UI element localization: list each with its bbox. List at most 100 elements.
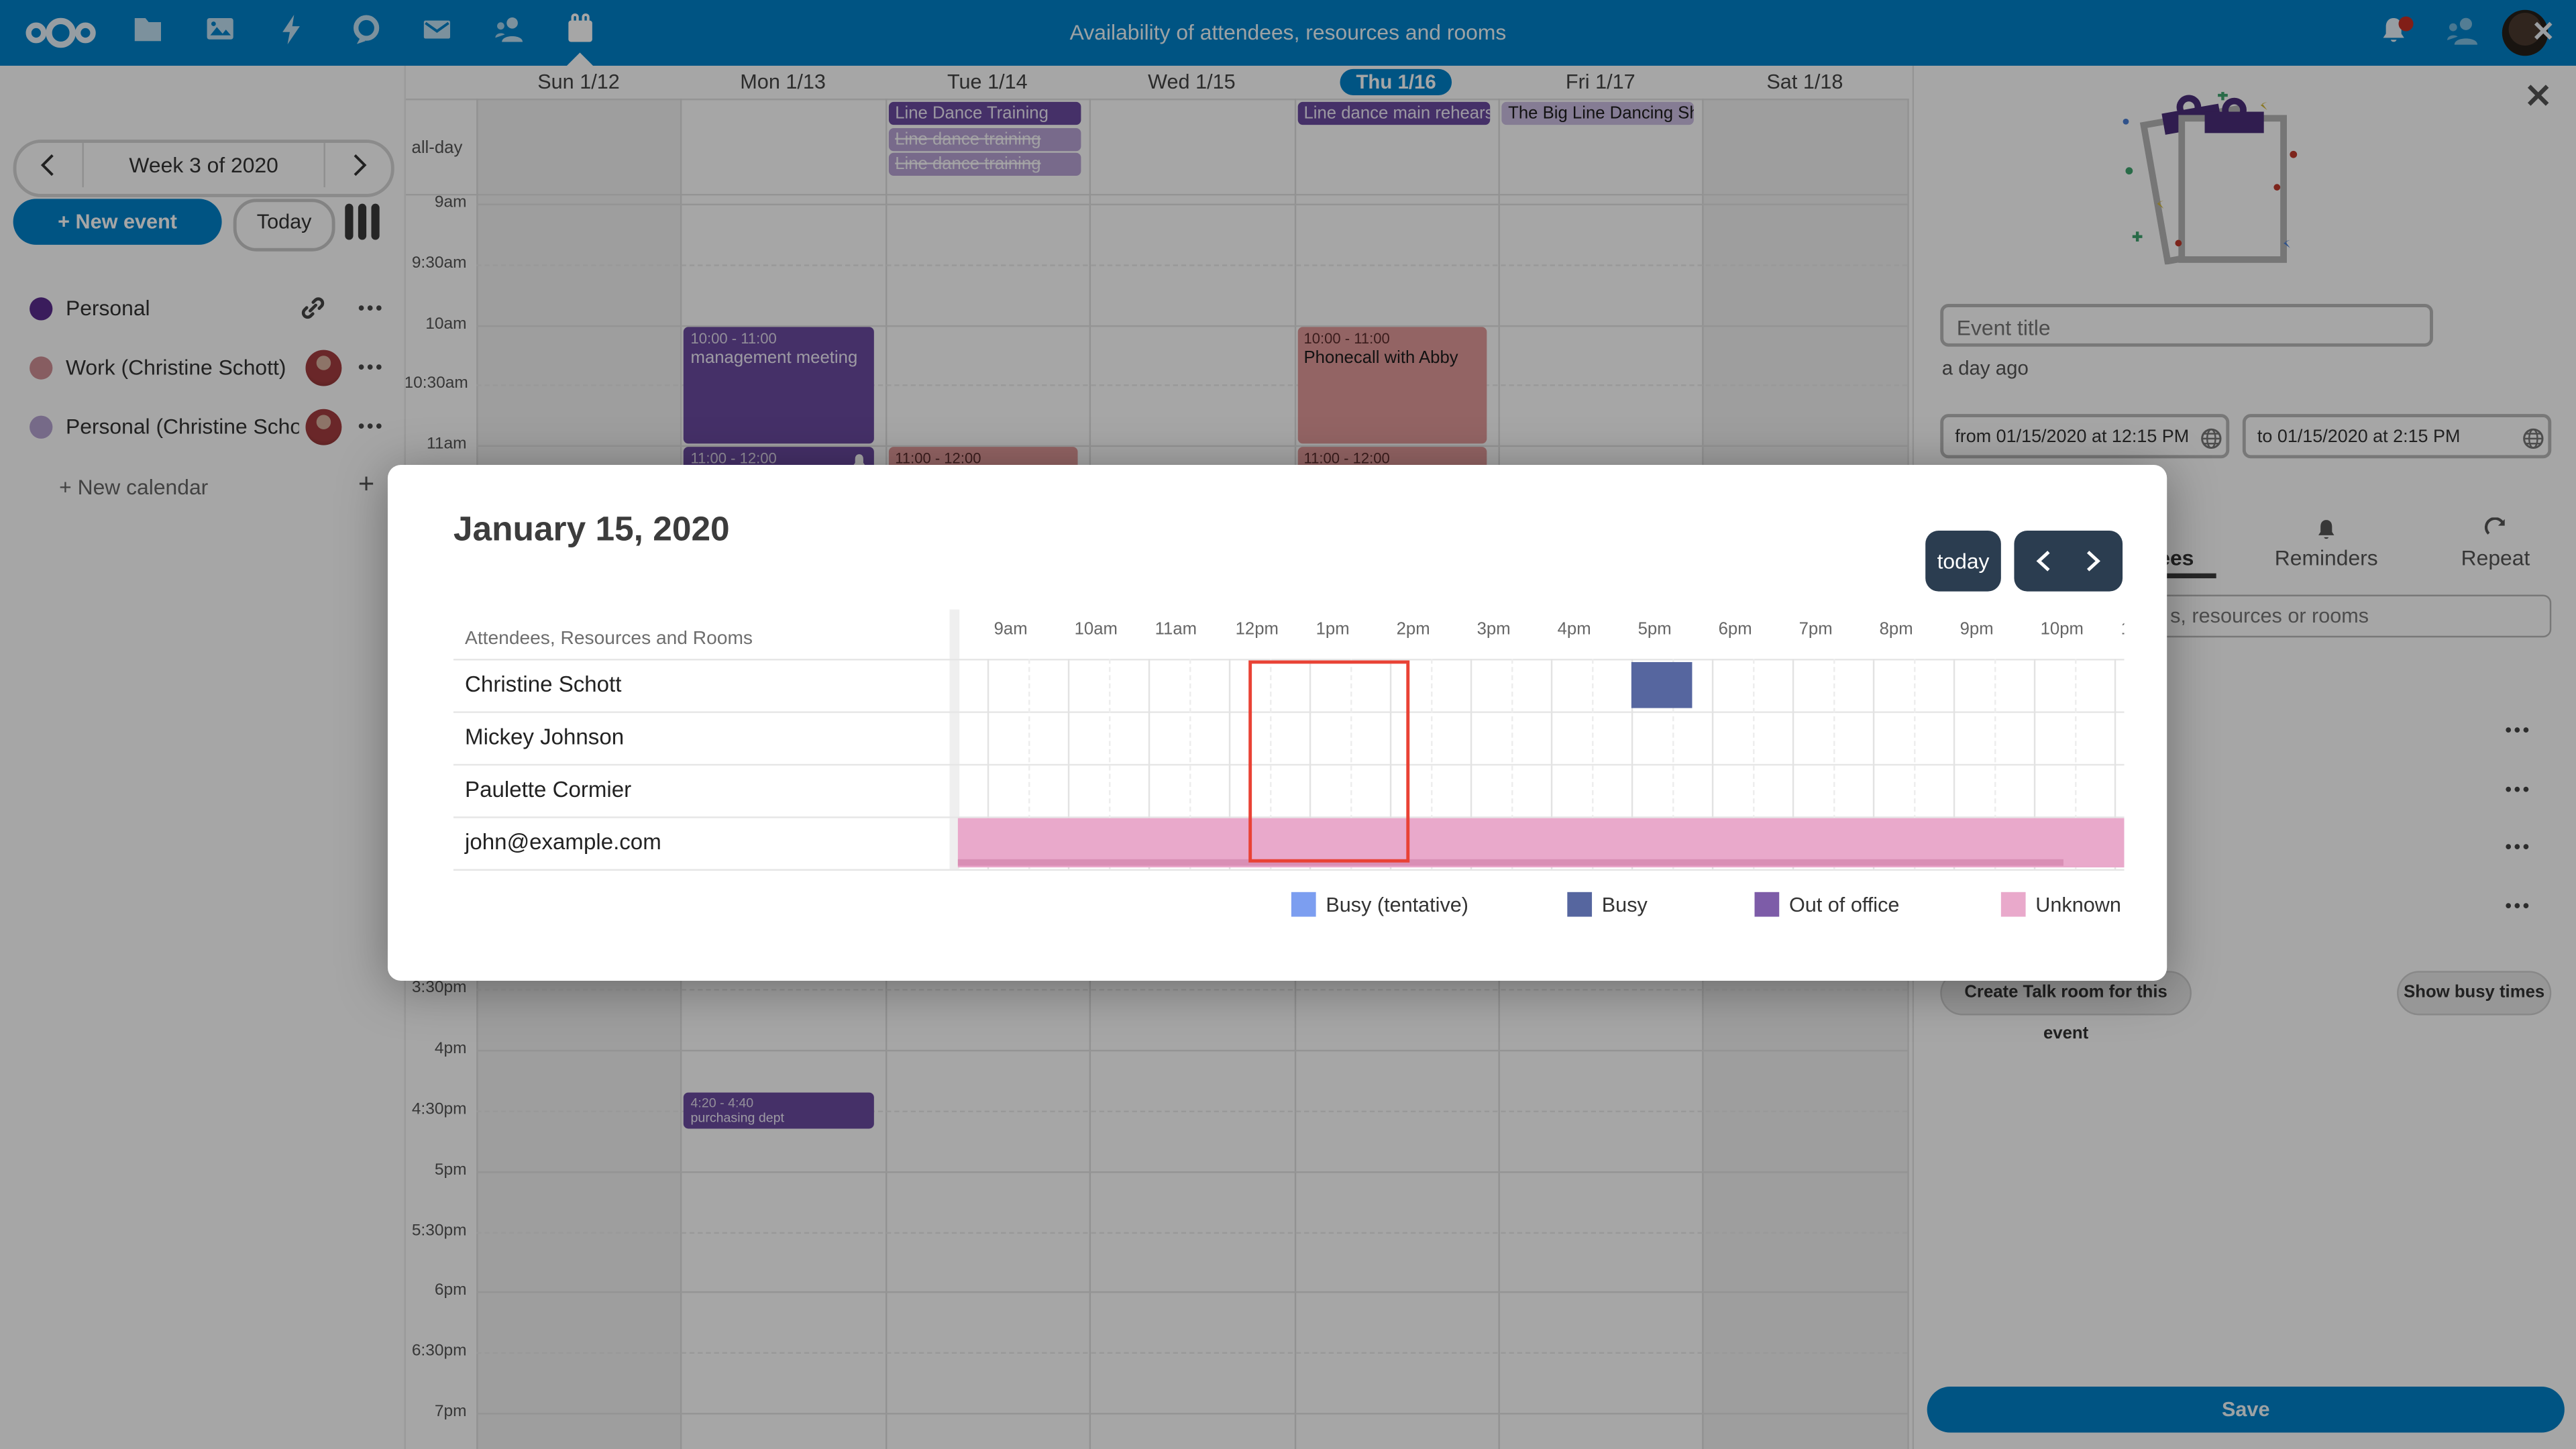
share-link-icon[interactable] xyxy=(299,294,327,330)
legend-label: Unknown xyxy=(2035,894,2121,917)
time-gutter-label: 4:30pm xyxy=(411,1100,467,1119)
user-avatar[interactable] xyxy=(2502,9,2548,56)
time-gutter-label: 6:30pm xyxy=(411,1342,467,1361)
calendar-event[interactable]: 4:20 - 4:40 purchasing dept xyxy=(684,1091,874,1130)
new-calendar-button[interactable]: + New calendar + xyxy=(0,462,404,521)
activity-app-icon[interactable] xyxy=(276,13,315,53)
selected-time-range[interactable] xyxy=(1248,660,1410,863)
day-header-label: Wed 1/15 xyxy=(1148,70,1236,94)
all-day-event[interactable]: Line dance main rehearsal xyxy=(1297,101,1491,125)
grid-half-hour-line xyxy=(1832,657,1835,869)
grid-hour-label: 11am xyxy=(1155,619,1197,639)
next-day-button[interactable] xyxy=(2080,549,2102,582)
allday-divider xyxy=(404,193,1908,196)
mail-app-icon[interactable] xyxy=(421,13,460,53)
calendar-name: Work (Christine Schott) xyxy=(65,354,286,380)
calendar-app-icon[interactable] xyxy=(564,13,603,53)
close-sidebar-icon[interactable] xyxy=(2525,82,2551,116)
next-week-button[interactable] xyxy=(345,151,371,187)
all-day-event[interactable]: The Big Line Dancing Show xyxy=(1501,101,1695,125)
calendar-color-dot xyxy=(30,415,53,439)
event-title-input[interactable]: Event title xyxy=(1940,304,2433,347)
nextcloud-logo-icon[interactable] xyxy=(23,13,99,53)
previous-week-button[interactable] xyxy=(36,151,62,187)
files-app-icon[interactable] xyxy=(131,13,171,53)
attendee-menu-button[interactable]: ••• xyxy=(2505,837,2532,858)
week-label[interactable]: Week 3 of 2020 xyxy=(129,152,278,178)
event-time: 4:20 - 4:40 xyxy=(690,1095,754,1110)
grid-half-hour-line xyxy=(1027,657,1030,869)
contacts-menu-icon[interactable] xyxy=(2445,13,2484,53)
save-button[interactable]: Save xyxy=(1927,1386,2565,1433)
event-end-value: to 01/15/2020 at 2:15 PM xyxy=(2257,427,2461,447)
attendee-menu-button[interactable]: ••• xyxy=(2505,896,2532,916)
event-start-input[interactable]: from 01/15/2020 at 12:15 PM xyxy=(1940,414,2230,459)
tab-reminders[interactable]: Reminders xyxy=(2244,517,2408,576)
grid-half-hour-line xyxy=(1671,657,1674,869)
photos-app-icon[interactable] xyxy=(204,13,244,53)
calendar-owner-avatar xyxy=(305,409,342,445)
tab-label: Reminders xyxy=(2274,545,2378,570)
tab-label: Repeat xyxy=(2461,545,2530,570)
allday-row-label: all-day xyxy=(411,138,463,158)
tab-repeat[interactable]: Repeat xyxy=(2414,517,2576,576)
modal-today-button[interactable]: today xyxy=(1925,531,2001,592)
time-gutter-label: 9:30am xyxy=(411,254,467,273)
grid-hour-line xyxy=(1389,657,1392,869)
row-separator xyxy=(453,869,2125,871)
all-day-event[interactable]: Line dance training xyxy=(888,152,1081,176)
calendar-list-item[interactable]: Work (Christine Schott) ••• xyxy=(0,338,404,397)
grid-hour-label: 1pm xyxy=(1316,619,1350,639)
time-gutter-label: 4pm xyxy=(434,1040,467,1059)
grid-hour-line xyxy=(1309,657,1311,869)
calendar-menu-button[interactable]: ••• xyxy=(358,358,385,378)
time-gutter-label: 5pm xyxy=(434,1161,467,1179)
calendar-list-item[interactable]: Personal (Christine Scho… ••• xyxy=(0,398,404,457)
hour-line xyxy=(476,1171,1908,1173)
day-header-label: Sun 1/12 xyxy=(537,70,620,94)
event-title: Phonecall with Abby xyxy=(1303,347,1458,368)
timezone-globe-icon[interactable] xyxy=(2200,427,2222,459)
show-busy-times-button[interactable]: Show busy times xyxy=(2397,971,2552,1016)
contacts-app-icon[interactable] xyxy=(493,13,533,53)
time-gutter-label: 5:30pm xyxy=(411,1222,467,1240)
grid-hour-line xyxy=(1872,657,1875,869)
legend-label: Busy (tentative) xyxy=(1326,894,1469,917)
grid-half-hour-line xyxy=(1430,657,1432,869)
hour-line xyxy=(476,1291,1908,1294)
talk-app-icon[interactable] xyxy=(350,13,390,53)
modal-nav-buttons xyxy=(2014,531,2123,592)
week-view-toggle-icon[interactable] xyxy=(345,203,384,240)
grid-half-hour-line xyxy=(1510,657,1513,869)
timezone-globe-icon[interactable] xyxy=(2522,427,2544,459)
event-end-input[interactable]: to 01/15/2020 at 2:15 PM xyxy=(2242,414,2552,459)
calendar-menu-button[interactable]: ••• xyxy=(358,299,385,319)
attendee-row: ••• xyxy=(1927,768,2565,817)
avatar-close-icon[interactable]: ✕ xyxy=(2531,16,2555,48)
event-title-placeholder: Event title xyxy=(1956,315,2051,340)
page-title: Availability of attendees, resources and… xyxy=(1069,19,1507,45)
hour-line xyxy=(476,1413,1908,1415)
grid-hour-label: 11pm xyxy=(2121,619,2125,639)
day-header: Tue 1/14 xyxy=(885,66,1090,99)
new-event-button[interactable]: + New event xyxy=(13,199,222,245)
all-day-event[interactable]: Line dance training xyxy=(888,127,1081,151)
attendees-column-header: Attendees, Resources and Rooms xyxy=(465,629,753,649)
calendar-event[interactable]: 10:00 - 11:00 management meeting xyxy=(684,326,874,444)
availability-time-grid[interactable]: 9am 10am 11am 12pm 1pm 2pm 3pm 4pm 5pm 6pm 7pm 8pm 9… xyxy=(957,610,2125,873)
half-hour-line xyxy=(476,264,1908,266)
attendee-menu-button[interactable]: ••• xyxy=(2505,780,2532,800)
calendar-event[interactable]: 10:00 - 11:00 Phonecall with Abby xyxy=(1297,326,1487,444)
previous-day-button[interactable] xyxy=(2034,549,2057,582)
all-day-event[interactable]: Line Dance Training xyxy=(888,101,1081,125)
calendar-menu-button[interactable]: ••• xyxy=(358,417,385,437)
calendar-list-item[interactable]: Personal ••• xyxy=(0,279,404,338)
event-start-value: from 01/15/2020 at 12:15 PM xyxy=(1955,427,2190,447)
attendee-row: ••• xyxy=(1927,826,2565,875)
grid-half-hour-line xyxy=(1993,657,1996,869)
today-button[interactable]: Today xyxy=(233,199,335,252)
row-separator xyxy=(453,657,2125,660)
legend-swatch-unknown xyxy=(2000,892,2026,917)
grid-hour-label: 9pm xyxy=(1960,619,1994,639)
attendee-menu-button[interactable]: ••• xyxy=(2505,721,2532,741)
